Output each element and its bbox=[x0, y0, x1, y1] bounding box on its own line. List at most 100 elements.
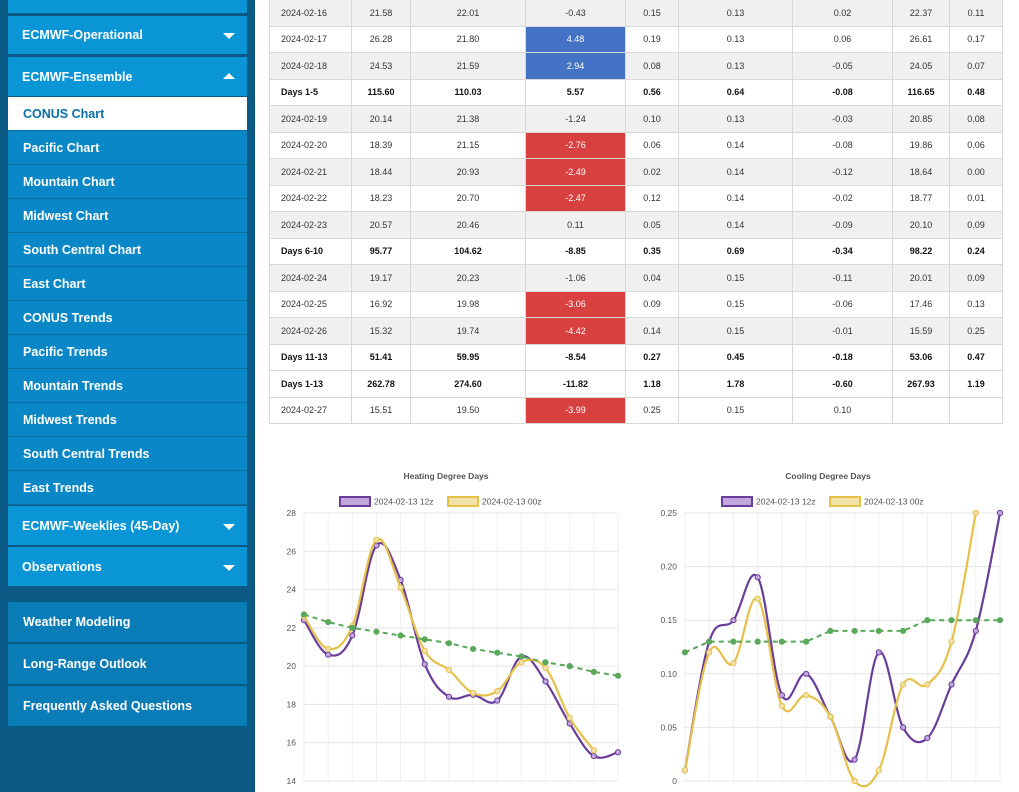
table-cell: -1.06 bbox=[525, 264, 626, 292]
data-point bbox=[803, 670, 810, 677]
sidebar-item-conus-chart[interactable]: CONUS Chart bbox=[8, 97, 247, 131]
data-point bbox=[924, 735, 931, 742]
sidebar-group-observations[interactable]: Observations bbox=[8, 547, 247, 586]
table-row: 2024-02-22 18.23 20.70 -2.47 0.12 0.14 -0.02 18… bbox=[269, 184, 1003, 212]
link-long-range-outlook[interactable]: Long-Range Outlook bbox=[8, 644, 247, 684]
table-cell: -0.02 bbox=[792, 184, 893, 212]
sidebar-item-label: Pacific Chart bbox=[23, 140, 100, 155]
table-cell: 16.92 bbox=[351, 290, 411, 318]
table-cell: 2024-02-23 bbox=[269, 211, 352, 239]
table-cell: -0.03 bbox=[792, 105, 893, 133]
link-label: Long-Range Outlook bbox=[23, 657, 147, 671]
sidebar-item-mountain-chart[interactable]: Mountain Chart bbox=[8, 165, 247, 199]
legend-label: 2024-02-13 12z bbox=[756, 497, 816, 507]
data-point bbox=[469, 645, 477, 653]
table-cell: 4.48 bbox=[525, 25, 626, 53]
data-point bbox=[494, 687, 501, 695]
sidebar-item-pacific-chart[interactable]: Pacific Chart bbox=[8, 131, 247, 165]
table-cell: -0.18 bbox=[792, 343, 893, 371]
y-tick-label: 28 bbox=[287, 508, 297, 518]
data-point bbox=[827, 713, 834, 720]
data-point bbox=[445, 640, 453, 647]
chevron-down-icon bbox=[223, 33, 235, 39]
table-cell: 0.01 bbox=[949, 184, 1003, 212]
data-point bbox=[875, 649, 882, 656]
data-point bbox=[803, 638, 810, 645]
table-cell: Days 11-13 bbox=[269, 343, 352, 371]
data-point bbox=[730, 617, 737, 624]
table-cell: 0.13 bbox=[678, 0, 793, 27]
table-cell: -0.06 bbox=[792, 290, 893, 318]
table-cell: 0.00 bbox=[949, 158, 1003, 186]
table-cell: 0.25 bbox=[949, 317, 1003, 345]
table-cell: 0.09 bbox=[949, 211, 1003, 239]
table-cell: 0.19 bbox=[625, 25, 679, 53]
table-row: 2024-02-25 16.92 19.98 -3.06 0.09 0.15 -0.06 17… bbox=[269, 290, 1003, 318]
sidebar-group-label: ECMWF-Operational bbox=[22, 28, 143, 42]
data-point bbox=[349, 632, 356, 639]
sidebar-submenu: CONUS Chart Pacific Chart Mountain Chart… bbox=[8, 97, 247, 505]
table-cell: 24.05 bbox=[892, 52, 950, 80]
table-cell: 18.77 bbox=[892, 184, 950, 212]
table-cell: 21.15 bbox=[410, 131, 526, 159]
legend-label: 2024-02-13 00z bbox=[864, 497, 924, 507]
sidebar-item-east-trends[interactable]: East Trends bbox=[8, 471, 247, 505]
table-cell: 2024-02-25 bbox=[269, 290, 352, 318]
data-point bbox=[542, 659, 549, 666]
table-cell: 0.14 bbox=[678, 158, 793, 186]
table-cell: 0.08 bbox=[625, 52, 679, 80]
table-cell: -3.99 bbox=[525, 396, 626, 424]
sidebar-item-label: Midwest Trends bbox=[23, 412, 117, 427]
table-cell: 19.50 bbox=[410, 396, 526, 424]
data-point bbox=[614, 749, 622, 756]
table-cell: -0.01 bbox=[792, 317, 893, 345]
sidebar-group-ecmwf-operational[interactable]: ECMWF-Operational bbox=[8, 16, 247, 54]
table-cell: 115.60 bbox=[351, 78, 411, 106]
sidebar-item-midwest-trends[interactable]: Midwest Trends bbox=[8, 403, 247, 437]
table-cell: 21.80 bbox=[410, 25, 526, 53]
data-point bbox=[566, 714, 573, 721]
table-cell: 15.32 bbox=[351, 317, 411, 345]
table-cell: 20.85 bbox=[892, 105, 950, 133]
data-point bbox=[754, 574, 761, 581]
table-cell: Days 1-5 bbox=[269, 78, 352, 106]
sidebar-group-label: ECMWF-Ensemble bbox=[22, 69, 133, 84]
data-point bbox=[397, 584, 404, 591]
sidebar-item-south-central-trends[interactable]: South Central Trends bbox=[8, 437, 247, 471]
table-cell: 20.10 bbox=[892, 211, 950, 239]
table-row: 2024-02-20 18.39 21.15 -2.76 0.06 0.14 -0.08 19… bbox=[269, 131, 1003, 159]
sidebar-group-header-partial[interactable] bbox=[8, 0, 247, 13]
data-point bbox=[924, 617, 931, 624]
sidebar-item-pacific-trends[interactable]: Pacific Trends bbox=[8, 335, 247, 369]
sidebar-item-midwest-chart[interactable]: Midwest Chart bbox=[8, 199, 247, 233]
sidebar-item-east-chart[interactable]: East Chart bbox=[8, 267, 247, 301]
link-faq[interactable]: Frequently Asked Questions bbox=[8, 686, 247, 726]
table-cell: -0.12 bbox=[792, 158, 893, 186]
data-point bbox=[325, 651, 332, 658]
table-cell: 21.59 bbox=[410, 52, 526, 80]
table-cell: 0.14 bbox=[678, 211, 793, 239]
data-point bbox=[754, 638, 761, 645]
table-cell: 0.05 bbox=[625, 211, 679, 239]
table-cell: 0.17 bbox=[949, 25, 1003, 53]
sidebar-group-ecmwf-weeklies[interactable]: ECMWF-Weeklies (45-Day) bbox=[8, 506, 247, 545]
table-cell: 267.93 bbox=[892, 370, 950, 398]
table-row: 2024-02-16 21.58 22.01 -0.43 0.15 0.13 0.02 22.… bbox=[269, 0, 1003, 27]
chart-title: Cooling Degree Days bbox=[785, 471, 871, 481]
sidebar-item-south-central-chart[interactable]: South Central Chart bbox=[8, 233, 247, 267]
series-line bbox=[303, 542, 619, 759]
table-cell: 18.64 bbox=[892, 158, 950, 186]
table-cell: 0.15 bbox=[678, 264, 793, 292]
sidebar-group-ecmwf-ensemble[interactable]: ECMWF-Ensemble bbox=[8, 57, 247, 96]
table-cell: 0.45 bbox=[678, 343, 793, 371]
sidebar-item-conus-trends[interactable]: CONUS Trends bbox=[8, 301, 247, 335]
data-point bbox=[421, 661, 428, 668]
series-line-normal bbox=[684, 619, 1000, 654]
degree-days-table: 2024-02-16 21.58 22.01 -0.43 0.15 0.13 0.02 22.… bbox=[269, 0, 1003, 424]
sidebar-item-mountain-trends[interactable]: Mountain Trends bbox=[8, 369, 247, 403]
table-cell: 104.62 bbox=[410, 237, 526, 265]
data-point bbox=[542, 678, 549, 685]
link-weather-modeling[interactable]: Weather Modeling bbox=[8, 602, 247, 642]
data-point bbox=[590, 753, 597, 760]
table-cell: -0.60 bbox=[792, 370, 893, 398]
